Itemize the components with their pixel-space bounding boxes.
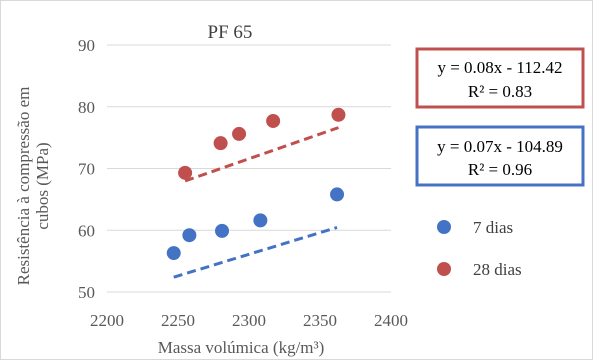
- data-point-series-1-3: [266, 113, 281, 128]
- y-tick-label-60: 60: [78, 221, 95, 240]
- equation-box-28-dias-frame: [415, 47, 585, 109]
- data-point-series-1-1: [213, 136, 228, 151]
- x-tick-label-2400: 2400: [374, 311, 408, 330]
- data-point-series-0-3: [253, 213, 268, 228]
- y-tick-label-50: 50: [78, 283, 95, 302]
- equation-7-dias: y = 0.07x - 104.89: [437, 137, 563, 156]
- trendline-series-1: [184, 126, 339, 183]
- y-axis-label-line-1: Resistência à compressão em: [14, 87, 33, 286]
- legend-label-28-dias: 28 dias: [473, 260, 522, 279]
- data-points: [166, 107, 346, 261]
- data-point-series-0-0: [166, 246, 181, 261]
- y-tick-label-80: 80: [78, 98, 95, 117]
- equation-28-dias: y = 0.08x - 112.42: [437, 58, 562, 77]
- data-point-series-0-4: [330, 187, 345, 202]
- y-axis-label-line-2: cubos (MPa): [33, 142, 52, 229]
- y-axis-label: Resistência à compressão em cubos (MPa): [14, 87, 52, 286]
- equation-box-7-dias-frame: [415, 125, 585, 187]
- x-tick-label-2250: 2250: [161, 311, 195, 330]
- data-point-series-1-2: [232, 126, 247, 141]
- data-point-series-0-2: [215, 223, 230, 238]
- chart-title: PF 65: [208, 22, 253, 43]
- r2-7-dias: R² = 0.96: [468, 160, 532, 179]
- y-tick-label-90: 90: [78, 36, 95, 55]
- equation-box-7-dias: y = 0.07x - 104.89 R² = 0.96: [415, 125, 585, 187]
- trendline-series-0: [173, 226, 338, 279]
- gridlines: [107, 44, 391, 293]
- equation-box-28-dias: y = 0.08x - 112.42 R² = 0.83: [415, 47, 585, 109]
- data-point-series-1-0: [178, 165, 193, 180]
- y-axis-ticks: 50 60 70 80 90: [78, 36, 95, 302]
- r2-28-dias: R² = 0.83: [468, 82, 532, 101]
- x-tick-label-2200: 2200: [90, 311, 124, 330]
- x-tick-label-2300: 2300: [232, 311, 266, 330]
- legend: 7 dias 28 dias: [437, 218, 522, 279]
- legend-label-7-dias: 7 dias: [473, 218, 513, 237]
- legend-marker-7-dias: [437, 220, 451, 234]
- x-axis-label: Massa volúmica (kg/m³): [158, 338, 325, 357]
- x-axis-ticks: 2200 2250 2300 2350 2400: [90, 311, 408, 330]
- trendlines: [173, 126, 339, 279]
- x-tick-label-2350: 2350: [303, 311, 337, 330]
- data-point-series-1-4: [331, 107, 346, 122]
- data-point-series-0-1: [182, 228, 197, 243]
- legend-marker-28-dias: [437, 262, 451, 276]
- y-tick-label-70: 70: [78, 160, 95, 179]
